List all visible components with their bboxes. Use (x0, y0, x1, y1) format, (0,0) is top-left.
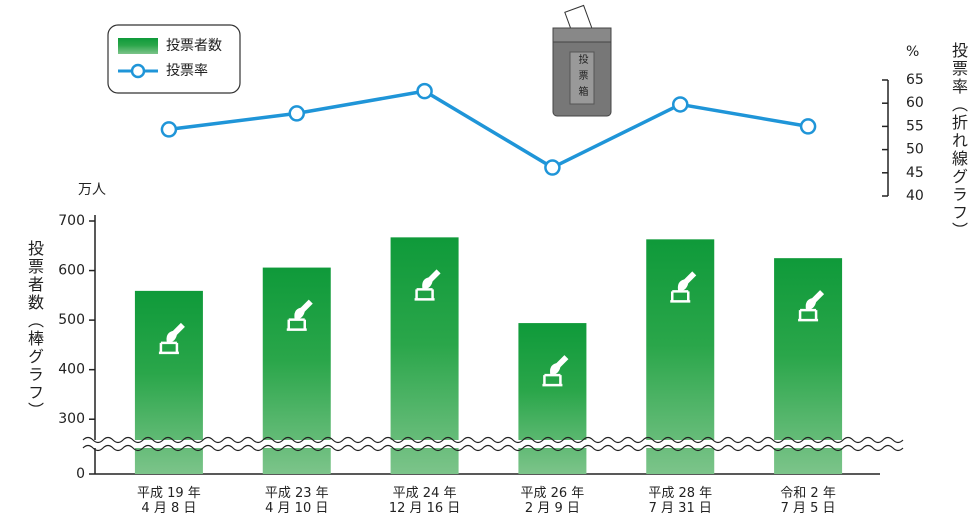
chart: 投票者数 投票率 投票箱 万人 % 0 300 400 500 600 700 40 45 50… (0, 0, 980, 524)
turnout-point (162, 122, 176, 136)
y-tick-label: 600 (58, 263, 85, 279)
y2-tick-label: 60 (906, 95, 924, 111)
legend-label: 投票率 (166, 63, 208, 79)
x-tick-label: 平成 19 年 4 月 8 日 (109, 486, 229, 516)
turnout-point (545, 161, 559, 175)
y2-tick-label: 55 (906, 118, 924, 134)
y2-tick-label: 65 (906, 72, 924, 88)
turnout-line (169, 91, 808, 167)
y2-title: 投票率（折れ線グラフ） (946, 42, 970, 240)
turnout-point (673, 97, 687, 111)
y2-tick-label: 50 (906, 142, 924, 158)
x-tick-label: 平成 28 年 7 月 31 日 (620, 486, 740, 516)
y-tick-label: 300 (58, 411, 85, 427)
legend-marker (132, 65, 144, 77)
y2-tick-label: 45 (906, 165, 924, 181)
bar (518, 323, 586, 474)
y2-tick-label: 40 (906, 188, 924, 204)
chart-svg: 投票者数 投票率 投票箱 万人 % 0 300 400 500 600 700 40 45 50… (0, 0, 980, 524)
y2-unit: % (906, 44, 919, 60)
legend-box (108, 25, 240, 93)
turnout-point (418, 84, 432, 98)
y-tick-label: 400 (58, 362, 85, 378)
y-unit: 万人 (78, 182, 106, 198)
x-tick-label: 令和 2 年 7 月 5 日 (748, 486, 868, 516)
turnout-point (801, 119, 815, 133)
x-tick-label: 平成 23 年 4 月 10 日 (237, 486, 357, 516)
y-tick-label: 0 (76, 466, 85, 482)
legend-label: 投票者数 (166, 38, 222, 54)
legend-bar-swatch (118, 38, 158, 54)
y-tick-label: 500 (58, 312, 85, 328)
turnout-point (290, 106, 304, 120)
y-title: 投票者数（棒グラフ） (22, 240, 46, 420)
x-tick-label: 平成 24 年 12 月 16 日 (365, 486, 485, 516)
x-tick-label: 平成 26 年 2 月 9 日 (492, 486, 612, 516)
y-tick-label: 700 (58, 213, 85, 229)
icon-label: 投票箱 (576, 53, 588, 102)
